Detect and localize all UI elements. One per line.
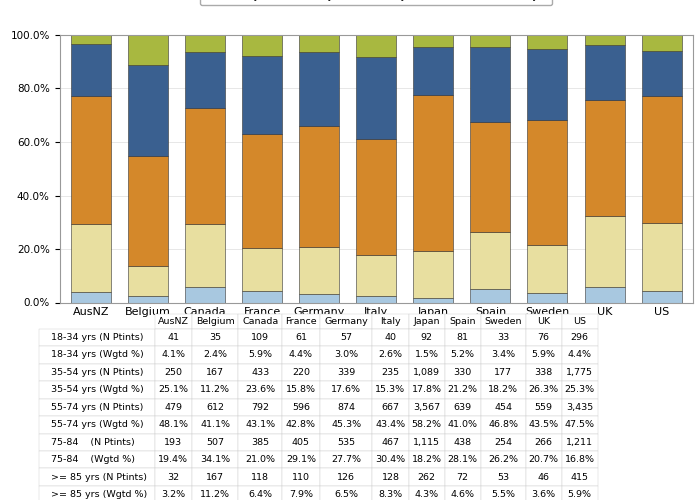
- Bar: [128, 156, 168, 266]
- Bar: [299, 52, 340, 126]
- Bar: [528, 294, 568, 302]
- Bar: [356, 35, 396, 57]
- Bar: [356, 138, 396, 254]
- Bar: [185, 35, 225, 52]
- Bar: [71, 292, 111, 302]
- Bar: [185, 224, 225, 286]
- Bar: [299, 126, 340, 248]
- Bar: [528, 34, 568, 50]
- Bar: [242, 290, 282, 302]
- Bar: [584, 216, 624, 286]
- Bar: [299, 294, 340, 302]
- Bar: [128, 65, 168, 156]
- Bar: [413, 46, 454, 95]
- Bar: [413, 251, 454, 298]
- Bar: [470, 122, 510, 232]
- Bar: [642, 51, 682, 96]
- Bar: [642, 36, 682, 51]
- Bar: [584, 44, 624, 100]
- Bar: [470, 47, 510, 122]
- Bar: [128, 296, 168, 302]
- Bar: [242, 56, 282, 134]
- Bar: [528, 120, 568, 244]
- Bar: [528, 244, 568, 294]
- Bar: [242, 35, 282, 56]
- Bar: [584, 100, 624, 216]
- Bar: [128, 35, 168, 65]
- Bar: [242, 134, 282, 248]
- Bar: [642, 223, 682, 290]
- Bar: [356, 254, 396, 296]
- Bar: [356, 57, 396, 138]
- Bar: [299, 34, 340, 52]
- Bar: [528, 50, 568, 119]
- Legend: 18-34 yrs, 35-54 yrs, 55-74 yrs, 75-84, >= 85 yrs: 18-34 yrs, 35-54 yrs, 55-74 yrs, 75-84, …: [200, 0, 552, 5]
- Bar: [470, 232, 510, 288]
- Bar: [470, 34, 510, 47]
- Bar: [413, 298, 454, 302]
- Bar: [185, 286, 225, 302]
- Bar: [299, 248, 340, 294]
- Bar: [413, 35, 454, 46]
- Bar: [242, 248, 282, 290]
- Bar: [185, 108, 225, 224]
- Bar: [642, 96, 682, 223]
- Bar: [470, 288, 510, 302]
- Bar: [71, 36, 111, 44]
- Bar: [642, 290, 682, 302]
- Bar: [71, 224, 111, 292]
- Bar: [71, 96, 111, 224]
- Bar: [413, 95, 454, 251]
- Bar: [584, 35, 624, 44]
- Bar: [584, 286, 624, 302]
- Bar: [356, 296, 396, 302]
- Bar: [71, 44, 111, 96]
- Bar: [128, 266, 168, 296]
- Bar: [185, 52, 225, 108]
